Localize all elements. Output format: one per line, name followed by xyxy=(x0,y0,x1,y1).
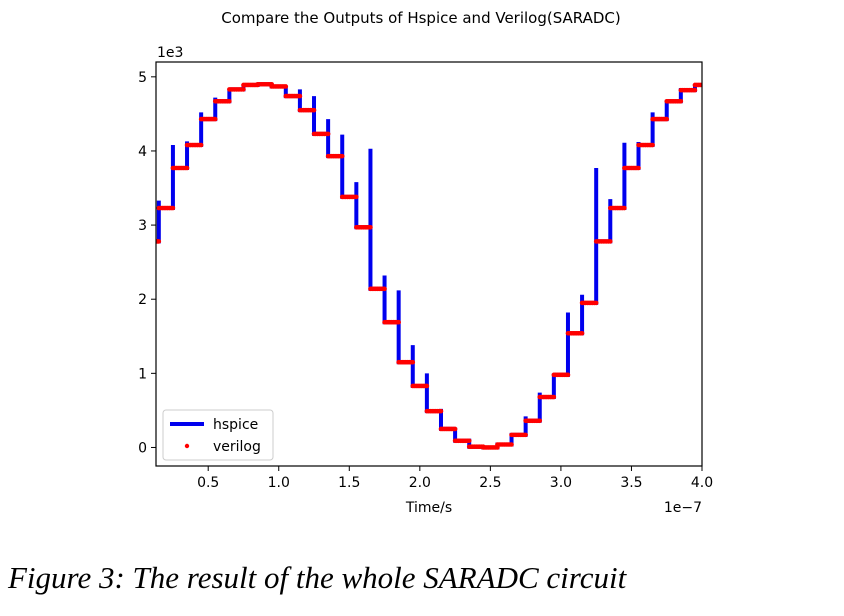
verilog-point xyxy=(241,87,246,92)
x-tick-label: 3.5 xyxy=(620,475,642,491)
verilog-point xyxy=(396,319,401,325)
verilog-point xyxy=(227,98,232,104)
verilog-point xyxy=(537,418,543,424)
y-tick-label: 4 xyxy=(138,144,147,160)
verilog-point xyxy=(325,131,331,137)
x-tick-label: 4.0 xyxy=(691,475,713,491)
x-tick-label: 1.0 xyxy=(268,475,290,491)
x-tick-label: 1.5 xyxy=(338,475,360,491)
verilog-point xyxy=(650,142,655,148)
verilog-point xyxy=(424,383,430,389)
verilog-point xyxy=(339,153,345,159)
verilog-point xyxy=(212,116,218,122)
y-tick-label: 3 xyxy=(138,218,147,234)
verilog-point xyxy=(664,116,670,122)
verilog-point xyxy=(438,408,444,414)
verilog-point xyxy=(636,165,641,171)
verilog-point xyxy=(368,225,373,230)
y-offset-label: 1e3 xyxy=(157,45,183,61)
legend-hspice-label: hspice xyxy=(213,417,258,433)
verilog-point xyxy=(170,205,176,211)
verilog-point xyxy=(198,142,204,148)
y-tick-label: 0 xyxy=(138,440,147,456)
legend: hspice verilog xyxy=(162,409,274,461)
verilog-point xyxy=(509,442,514,447)
verilog-point xyxy=(593,300,599,306)
plot-area xyxy=(156,81,702,450)
x-axis-label: Time/s xyxy=(405,500,452,516)
verilog-point xyxy=(678,98,684,104)
x-tick-label: 0.5 xyxy=(197,475,219,491)
verilog-point xyxy=(466,438,472,444)
verilog-point xyxy=(452,426,458,432)
x-tick-label: 2.5 xyxy=(479,475,501,491)
series-verilog xyxy=(156,81,702,450)
verilog-point xyxy=(622,205,627,211)
figure-caption: Figure 3: The result of the whole SARADC… xyxy=(8,560,627,595)
y-tick-label: 1 xyxy=(138,366,147,382)
verilog-point xyxy=(607,239,613,244)
verilog-point xyxy=(565,372,571,378)
legend-verilog-swatch xyxy=(184,443,190,449)
verilog-point xyxy=(156,239,162,244)
verilog-point xyxy=(184,165,190,171)
verilog-point xyxy=(692,87,698,93)
verilog-point xyxy=(410,359,416,365)
verilog-point xyxy=(283,84,289,89)
verilog-point xyxy=(382,286,387,292)
plot-frame xyxy=(155,61,703,467)
y-tick-label: 5 xyxy=(138,70,147,86)
y-tick-label: 2 xyxy=(138,292,147,308)
x-tick-label: 2.0 xyxy=(409,475,431,491)
legend-verilog-label: verilog xyxy=(213,439,261,455)
series-hspice-line xyxy=(156,82,702,450)
verilog-point xyxy=(523,432,528,438)
verilog-point xyxy=(311,107,317,113)
verilog-point xyxy=(551,394,557,400)
chart-title: Compare the Outputs of Hspice and Verilo… xyxy=(221,9,621,27)
x-offset-label: 1e−7 xyxy=(664,500,702,516)
verilog-point xyxy=(579,331,585,336)
verilog-point xyxy=(354,194,359,200)
verilog-point xyxy=(297,93,303,99)
x-tick-label: 3.0 xyxy=(550,475,572,491)
